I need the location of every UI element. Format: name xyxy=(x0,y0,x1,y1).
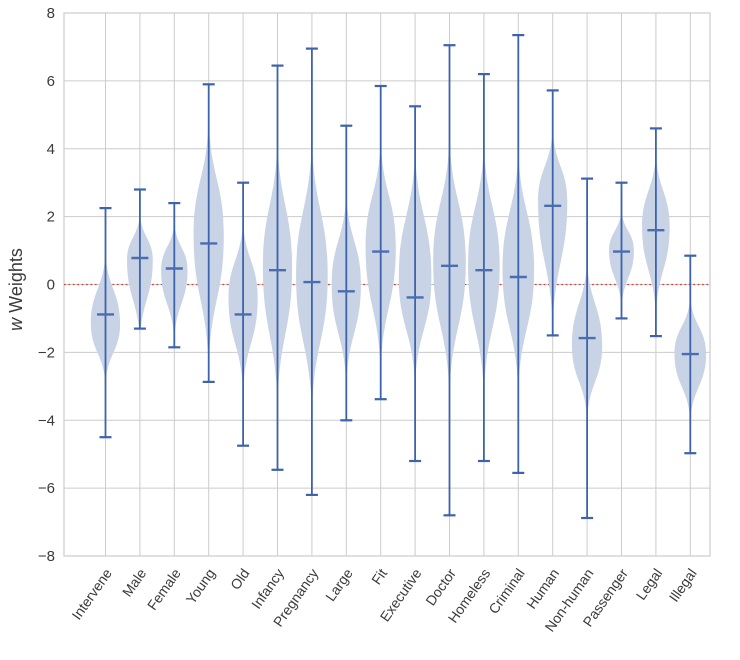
y-axis-title-rest: Weights xyxy=(6,248,26,313)
y-tick-label: −2 xyxy=(38,344,55,361)
y-axis-title: w Weights xyxy=(6,248,26,331)
y-tick-label: 8 xyxy=(47,5,55,22)
y-tick-label: −8 xyxy=(38,548,55,565)
y-tick-label: 6 xyxy=(47,73,55,90)
y-axis-title-w: w xyxy=(6,317,26,331)
y-tick-label: 0 xyxy=(47,277,55,294)
y-tick-label: 2 xyxy=(47,209,55,226)
y-tick-label: −4 xyxy=(38,412,55,429)
y-tick-label: −6 xyxy=(38,480,55,497)
y-tick-label: 4 xyxy=(47,141,55,158)
x-category-label: Fit xyxy=(368,565,390,587)
